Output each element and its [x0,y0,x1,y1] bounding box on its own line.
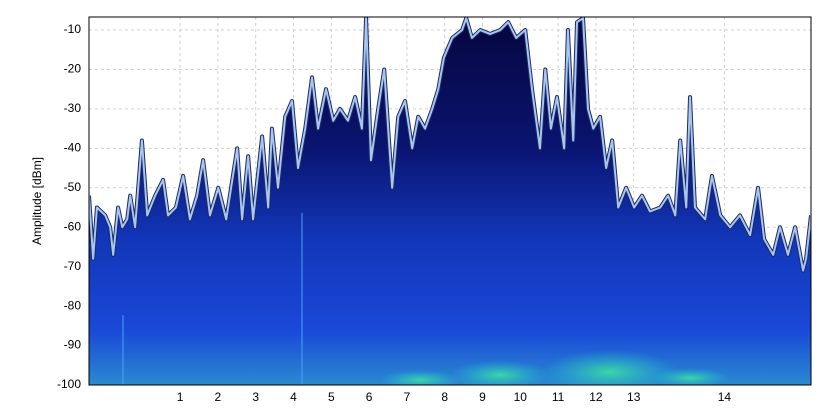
x-tick-label: 8 [441,390,448,404]
y-tick-label: -80 [64,298,82,312]
x-tick-label: 3 [252,390,259,404]
x-tick-label: 4 [290,390,297,404]
y-tick-label: -10 [64,22,82,36]
x-tick-label: 10 [514,390,528,404]
x-tick-label: 2 [215,390,222,404]
x-tick-label: 5 [328,390,335,404]
y-axis-label: Amplitude [dBm] [30,157,44,245]
noise-blob [450,360,550,385]
x-tick-label: 7 [404,390,411,404]
y-tick-label: -20 [64,62,82,76]
noise-blob [540,350,680,385]
spectrum-area [89,18,811,385]
y-tick-label: -40 [64,141,82,155]
series-layer [89,17,811,385]
spectrum-line [89,17,811,272]
x-tick-label: 12 [589,390,603,404]
y-tick-label: -100 [57,377,81,391]
noise-floor [122,213,730,385]
y-tick-label: -60 [64,219,82,233]
noise-blob [380,370,460,385]
x-tick-label: 13 [627,390,641,404]
y-tick-label: -50 [64,180,82,194]
x-tick-label: 14 [718,390,732,404]
plot-frame [88,16,812,386]
y-tick-label: -30 [64,101,82,115]
y-tick-label: -70 [64,259,82,273]
x-tick-label: 9 [479,390,486,404]
y-tick-label: -90 [64,338,82,352]
x-tick-label: 1 [177,390,184,404]
x-tick-label: 11 [552,390,565,404]
x-tick-label: 6 [366,390,373,404]
noise-blob [650,368,730,385]
